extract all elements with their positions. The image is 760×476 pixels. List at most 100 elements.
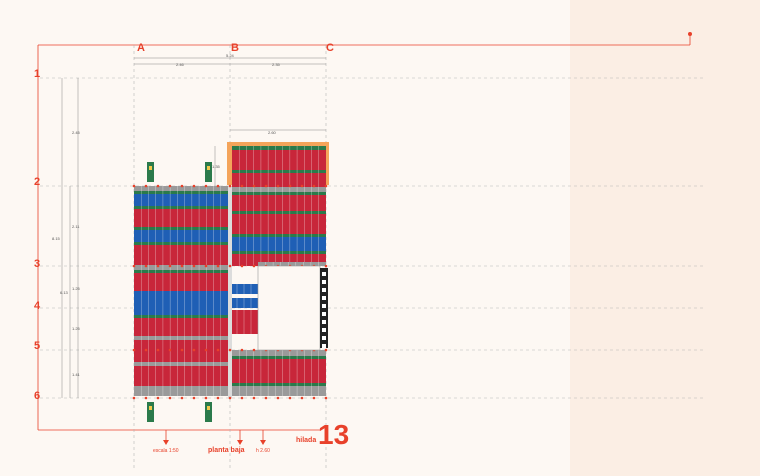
wall-node-dot [156,348,160,352]
wall-node-dot [180,184,184,188]
wall-node-dot [240,396,244,400]
wall-node-dot [204,396,208,400]
brick-row-left [134,245,228,265]
brick-row-left [134,186,228,191]
brick-row-right [232,356,326,359]
wall-node-dot [216,184,220,188]
wall-node-dot [132,184,136,188]
wall-node-dot [168,348,172,352]
strip-notch [322,312,326,316]
wall-node-dot [144,184,148,188]
strip-notch [322,296,326,300]
wall-node-dot [240,348,244,352]
dim-left-inner-total: 6.13 [60,290,69,295]
brick-row-right [232,170,326,173]
brick-row-right [232,234,326,237]
legend-row-word: hilada [296,437,316,444]
wall-node-dot [132,396,136,400]
dim-top-total: 5.24 [226,53,235,58]
brick-row-right [232,195,326,211]
wall-node-dot [180,396,184,400]
wall-node-dot [144,264,148,268]
strip-notch [322,304,326,308]
wall-node-dot [144,396,148,400]
brick-row-right [232,386,326,396]
wall-node-dot [216,264,220,268]
wall-node-dot [228,264,232,268]
brick-row-left [134,366,228,386]
brick-row-left [134,242,228,245]
wall-node-dot [276,184,280,188]
brick-row-right [232,187,326,192]
strip-notch [322,288,326,292]
brick-row-right [232,350,326,356]
wall-node-dot [264,184,268,188]
wall-node-dot [132,264,136,268]
brick-row-right [232,237,326,251]
wall-node-dot [216,348,220,352]
wall-node-dot [228,348,232,352]
row-label-1: 1 [34,68,40,80]
wall-node-dot [312,396,316,400]
wall-node-dot [156,264,160,268]
wall-node-dot [252,264,256,268]
wall-node-dot [180,348,184,352]
dim-left-2-3: 2.11 [72,224,80,229]
wall-node-dot [300,184,304,188]
brick-row-right [232,173,326,187]
row-label-2: 2 [34,176,40,188]
dim-left-4-5: 1.25 [72,326,81,331]
wall-node-dot [240,264,244,268]
wall-node-dot [192,184,196,188]
brick-row-right [232,192,326,195]
wall-node-dot [252,396,256,400]
dim-top-right: 2.35 [272,62,281,67]
wall-node-dot [252,184,256,188]
strip-notch [322,272,326,276]
wall-node-dot [204,348,208,352]
wall-node-dot [240,184,244,188]
wall-node-dot [204,184,208,188]
brick-row-right [232,214,326,234]
dim-right-block: 2.60 [268,130,277,135]
paper-tint [570,0,760,476]
wall-node-dot [180,264,184,268]
dimension-lines [61,57,326,398]
brick-row-left [134,191,228,194]
wall-node-dot [192,264,196,268]
brick-row-left [134,227,228,230]
top-border-marker [688,32,692,36]
wall-node-dot [192,396,196,400]
brick-row-left [134,270,228,273]
wall-node-dot [300,396,304,400]
wall-node-dot [264,396,268,400]
brick-row-right [232,211,326,214]
brick-row-right [232,383,326,386]
dim-left-3-4: 1.25 [72,286,81,291]
column-label-a: A [137,42,145,54]
brick-row-connector [258,262,326,266]
strip-notch [322,280,326,284]
brick-row-left [134,194,228,206]
wall-node-dot [168,184,172,188]
brick-row-right [232,251,326,254]
brick-row-left [134,362,228,366]
wall-node-dot [144,348,148,352]
row-label-6: 6 [34,390,40,402]
strip-notch [322,344,326,348]
wing-divider [228,186,232,398]
wall-node-dot [192,348,196,352]
row-label-4: 4 [34,300,41,312]
wall-node-dot [204,264,208,268]
wall-node-dot [216,396,220,400]
row-label-3: 3 [34,258,40,270]
legend: escala 1:50 planta baja h 2.60 hilada 13 [153,419,349,454]
brick-row-left [134,386,228,396]
brick-row-left [134,230,228,242]
brick-row-left [134,273,228,291]
brick-row-right [232,146,326,150]
wall-node-dot [276,396,280,400]
wall-node-dot [324,264,328,268]
